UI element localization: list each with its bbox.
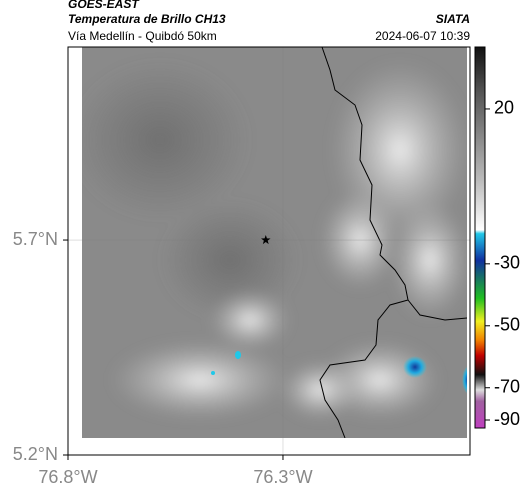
satellite-image xyxy=(82,47,467,438)
lat-tick-label: 5.7°N xyxy=(13,229,58,249)
title: GOES-EAST xyxy=(68,0,140,11)
colorbar-tick-label: -30 xyxy=(494,253,520,273)
colorbar xyxy=(474,46,486,429)
colorbar-tick-label: -70 xyxy=(494,376,520,396)
lon-tick-label: 76.3°W xyxy=(253,467,312,487)
lon-tick-label: 76.8°W xyxy=(38,467,97,487)
colorbar-tick-label: -90 xyxy=(494,409,520,429)
map-axes: 5.7°N 5.2°N 76.8°W 76.3°W xyxy=(13,47,470,487)
colorbar-ticks: 20 -30 -50 -70 -90 xyxy=(485,98,520,429)
source: SIATA xyxy=(436,12,470,26)
location-marker xyxy=(261,235,271,245)
datetime: 2024-06-07 10:39 xyxy=(375,29,470,43)
colorbar-tick-label: 20 xyxy=(494,98,514,118)
location: Vía Medellín - Quibdó 50km xyxy=(68,29,217,43)
subtitle: Temperatura de Brillo CH13 xyxy=(68,12,226,26)
lat-tick-label: 5.2°N xyxy=(13,444,58,464)
colorbar-tick-label: -50 xyxy=(494,315,520,335)
map-border xyxy=(67,46,471,456)
